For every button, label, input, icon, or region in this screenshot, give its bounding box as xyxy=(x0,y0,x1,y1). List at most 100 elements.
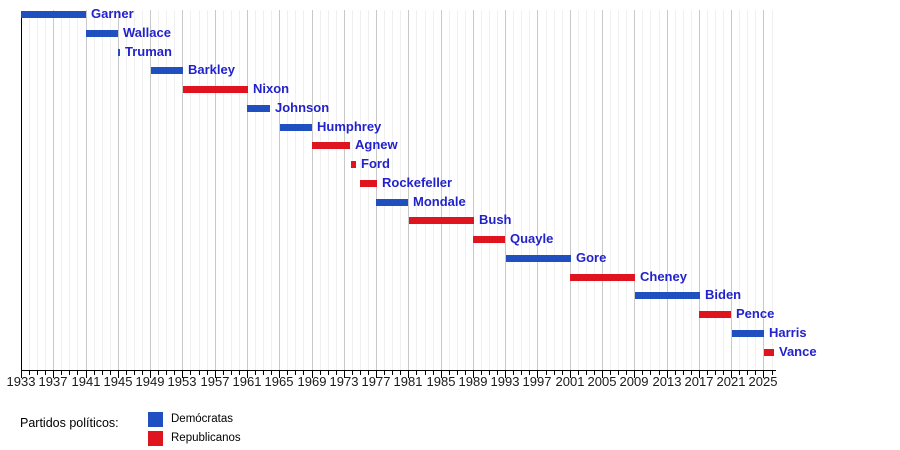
axis-tick xyxy=(207,371,208,375)
axis-tick-label: 1981 xyxy=(393,374,423,389)
vp-name-label[interactable]: Agnew xyxy=(355,137,398,152)
gridline xyxy=(626,10,627,370)
axis-tick xyxy=(142,371,143,375)
axis-tick xyxy=(376,371,377,378)
legend: Partidos políticos: Demócratas Republica… xyxy=(20,412,241,446)
axis-tick xyxy=(384,371,385,375)
gridline xyxy=(231,10,232,370)
vp-name-label[interactable]: Quayle xyxy=(510,231,554,246)
vp-name-label[interactable]: Barkley xyxy=(188,62,235,77)
axis-tick xyxy=(667,371,668,378)
axis-tick-label: 2025 xyxy=(748,374,778,389)
gridline xyxy=(223,10,224,370)
axis-tick-label: 1957 xyxy=(200,374,230,389)
axis-tick xyxy=(675,371,676,375)
axis-tick xyxy=(199,371,200,375)
axis-tick xyxy=(360,371,361,375)
gridline xyxy=(408,10,409,370)
gridline xyxy=(110,10,111,370)
vp-name-label[interactable]: Rockefeller xyxy=(382,175,453,190)
vp-name-label[interactable]: Johnson xyxy=(275,100,330,115)
gridline xyxy=(683,10,684,370)
axis-tick xyxy=(659,371,660,375)
timeline-bar xyxy=(635,292,700,299)
axis-tick xyxy=(239,371,240,375)
gridline xyxy=(562,10,563,370)
axis-tick xyxy=(174,371,175,375)
vp-name-label[interactable]: Vance xyxy=(779,344,817,359)
gridline xyxy=(537,10,538,370)
gridline xyxy=(570,10,571,370)
gridline xyxy=(634,10,635,370)
axis-tick xyxy=(271,371,272,375)
vp-name-label[interactable]: Humphrey xyxy=(317,119,382,134)
gridline xyxy=(481,10,482,370)
vp-name-label[interactable]: Biden xyxy=(705,287,742,302)
axis-tick-label: 1965 xyxy=(264,374,294,389)
axis-tick xyxy=(69,371,70,375)
axis-tick xyxy=(182,371,183,378)
gridline xyxy=(489,10,490,370)
vp-name-label[interactable]: Bush xyxy=(479,212,512,227)
gridline xyxy=(368,10,369,370)
gridline xyxy=(691,10,692,370)
axis-tick-label: 1985 xyxy=(426,374,456,389)
vp-name-label[interactable]: Wallace xyxy=(123,25,171,40)
vp-name-label[interactable]: Cheney xyxy=(640,269,687,284)
axis-tick xyxy=(707,371,708,375)
timeline-bar xyxy=(376,199,408,206)
gridline xyxy=(465,10,466,370)
gridline xyxy=(86,10,87,370)
timeline-bar xyxy=(473,236,505,243)
gridline xyxy=(675,10,676,370)
axis-tick xyxy=(441,371,442,378)
axis-tick xyxy=(110,371,111,375)
vp-name-label[interactable]: Nixon xyxy=(253,81,290,96)
axis-tick-label: 1989 xyxy=(458,374,488,389)
timeline-bar xyxy=(570,274,635,281)
gridline xyxy=(772,10,773,370)
axis-tick xyxy=(158,371,159,375)
gridline xyxy=(642,10,643,370)
gridline xyxy=(554,10,555,370)
axis-tick xyxy=(650,371,651,375)
axis-tick xyxy=(570,371,571,378)
gridline xyxy=(667,10,668,370)
axis-tick xyxy=(626,371,627,375)
gridline xyxy=(529,10,530,370)
vp-name-label[interactable]: Mondale xyxy=(413,194,466,209)
gridline xyxy=(416,10,417,370)
timeline-bar xyxy=(118,49,120,56)
axis-tick xyxy=(513,371,514,375)
axis-tick xyxy=(408,371,409,378)
axis-tick xyxy=(546,371,547,375)
vp-name-label[interactable]: Harris xyxy=(769,325,807,340)
gridline xyxy=(578,10,579,370)
axis-tick xyxy=(134,371,135,375)
axis-tick xyxy=(723,371,724,375)
axis-tick xyxy=(562,371,563,375)
axis-tick xyxy=(465,371,466,375)
gridline xyxy=(328,10,329,370)
vp-name-label[interactable]: Garner xyxy=(91,6,134,21)
axis-tick-label: 2005 xyxy=(587,374,617,389)
timeline-bar xyxy=(409,217,474,224)
vp-name-label[interactable]: Truman xyxy=(125,44,172,59)
timeline-bar xyxy=(506,255,571,262)
vp-name-label[interactable]: Pence xyxy=(736,306,775,321)
vp-name-label[interactable]: Ford xyxy=(361,156,390,171)
legend-entry-democrats: Demócratas xyxy=(148,412,241,427)
gridline xyxy=(134,10,135,370)
axis-tick xyxy=(37,371,38,375)
gridline xyxy=(441,10,442,370)
axis-tick xyxy=(29,371,30,375)
timeline-bar xyxy=(280,124,312,131)
axis-tick xyxy=(118,371,119,378)
gridline xyxy=(53,10,54,370)
vp-name-label[interactable]: Gore xyxy=(576,250,607,265)
gridline xyxy=(336,10,337,370)
gridline xyxy=(610,10,611,370)
gridline xyxy=(126,10,127,370)
gridline xyxy=(344,10,345,370)
